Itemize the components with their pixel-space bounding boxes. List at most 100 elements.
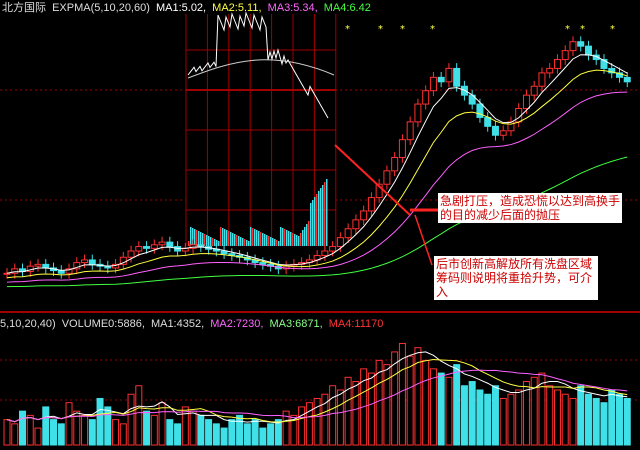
volume-bar	[298, 406, 306, 446]
candle-body	[546, 67, 554, 74]
inset-volume-bar	[210, 237, 212, 246]
volume-bar	[3, 419, 11, 446]
inset-volume-bar	[236, 235, 238, 246]
candle-body	[321, 250, 329, 256]
inset-volume-bar	[230, 232, 232, 246]
candle-body	[553, 59, 561, 69]
inset-volume-bar	[278, 241, 280, 246]
volume-bar	[267, 423, 275, 446]
candle-body	[530, 85, 538, 96]
candle-body	[445, 67, 453, 83]
inset-volume-bar	[198, 231, 200, 246]
candle-body	[437, 76, 445, 83]
volume-bar	[623, 397, 631, 446]
candle-body	[592, 54, 600, 61]
ma3-value: MA3:5.34,	[267, 2, 318, 14]
candle-body	[352, 219, 360, 230]
inset-volume-bar	[206, 235, 208, 246]
inset-volume-bar	[222, 228, 224, 246]
volume-bar	[336, 389, 344, 446]
volume-bar	[81, 414, 89, 446]
volume-bar	[577, 385, 585, 446]
volume-bar	[538, 372, 546, 446]
volume-bar	[135, 385, 143, 446]
inset-volume-bar	[280, 227, 282, 246]
inset-volume-bar	[276, 240, 278, 246]
candle-body	[577, 41, 585, 47]
candle-body	[158, 241, 166, 246]
volume-bar	[282, 410, 290, 446]
candle-body	[398, 139, 406, 158]
volume-bar	[166, 419, 174, 446]
volume-bar	[112, 419, 120, 446]
inset-volume-bar	[294, 234, 296, 246]
candle-body	[81, 259, 89, 264]
inset-volume-bar	[240, 237, 242, 246]
volume-bar	[290, 414, 298, 446]
ema-line-10	[6, 69, 628, 279]
volume-bar	[414, 347, 422, 446]
inset-volume-bar	[256, 230, 258, 246]
ema-line-5	[6, 54, 628, 274]
volume-bar	[600, 402, 608, 446]
inset-volume-bar	[318, 191, 320, 246]
volume-bar	[251, 419, 259, 446]
candle-body	[422, 90, 430, 105]
candle-body	[615, 72, 623, 78]
inset-price-line	[187, 11, 329, 119]
annotation-shakeout: 急剧打压，造成恐慌以达到高换手的目的减少后面的抛压	[438, 193, 622, 223]
volume-bar	[88, 419, 96, 446]
inset-volume-bar	[308, 221, 310, 246]
inset-volume-bar	[260, 232, 262, 246]
candle-body	[360, 210, 368, 221]
candle-body	[414, 103, 422, 123]
volume-bar	[615, 393, 623, 446]
inset-volume-bar	[204, 234, 206, 246]
volume-bar	[507, 393, 515, 446]
inset-volume-bar	[284, 229, 286, 246]
inset-volume-bar	[298, 236, 300, 246]
volume-bar	[313, 397, 321, 446]
inset-volume-bar	[288, 231, 290, 246]
volume-bar	[453, 364, 461, 446]
inset-volume-bar	[200, 232, 202, 246]
candle-body	[499, 130, 507, 136]
inset-volume-bar	[232, 233, 234, 246]
volume-bar	[274, 419, 282, 446]
candle-body	[383, 170, 391, 185]
candle-body	[73, 262, 81, 270]
volume-value: VOLUME0:5886,	[61, 318, 145, 330]
candle-body	[391, 157, 399, 172]
volume-bar	[468, 381, 476, 446]
volume-ma-line	[6, 359, 628, 423]
inset-volume-bar	[290, 232, 292, 246]
inset-volume-bar	[192, 228, 194, 246]
ma4-value: MA4:6.42	[323, 2, 371, 14]
annotation-arrow	[334, 144, 411, 216]
star-marker-icon: *	[345, 24, 350, 35]
candle-body	[484, 116, 492, 127]
annotation-breakout: 后市创新高解放所有洗盘区域筹码则说明将重拾升势，可介入	[434, 256, 598, 300]
volume-bar	[608, 389, 616, 446]
volume-bar	[220, 427, 228, 446]
inset-volume-bar	[188, 241, 190, 246]
candle-body	[166, 241, 174, 248]
volume-bar	[561, 393, 569, 446]
candle-body	[476, 103, 484, 118]
volume-bar	[429, 368, 437, 446]
vol-ma1-value: MA1:4352,	[150, 318, 205, 330]
inset-volume-bar	[312, 200, 314, 246]
inset-volume-bar	[242, 238, 244, 246]
star-marker-icon: *	[580, 24, 585, 35]
volume-bar	[127, 393, 135, 446]
volume-bar	[398, 342, 406, 446]
inset-volume-bar	[286, 230, 288, 246]
candle-body	[143, 246, 151, 249]
inset-volume-bar	[196, 230, 198, 246]
candle-body	[491, 125, 499, 136]
volume-bar	[383, 364, 391, 446]
volume-bar	[406, 355, 414, 446]
price-header: 北方国际 EXPMA(5,10,20,60) MA1:5.02, MA2:5.1…	[2, 2, 374, 15]
